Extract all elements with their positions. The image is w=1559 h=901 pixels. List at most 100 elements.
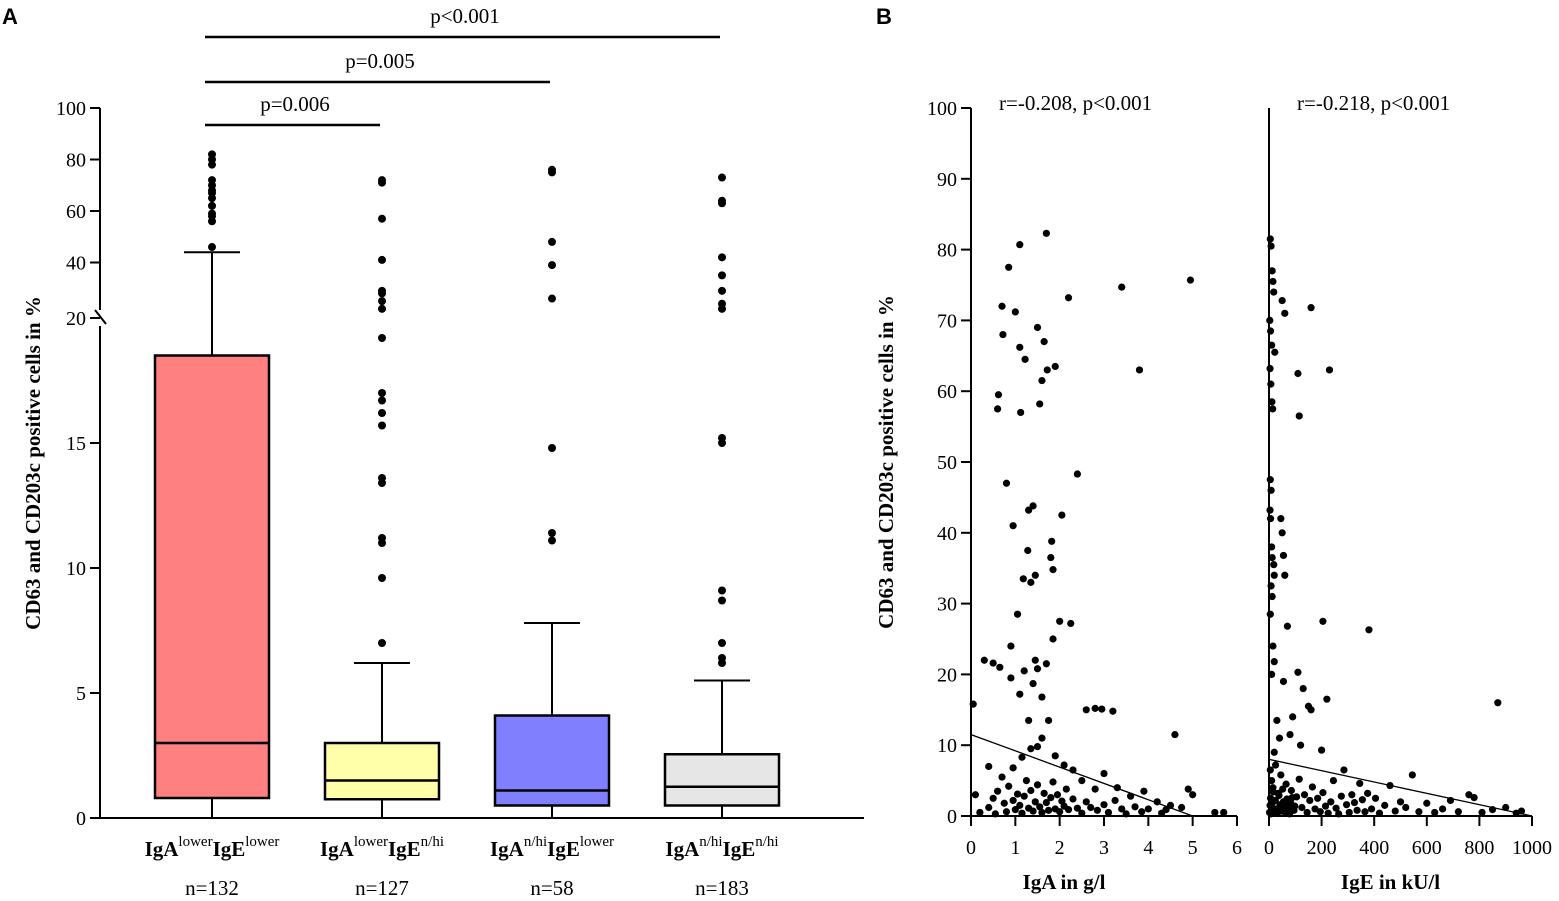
data-point <box>1069 795 1077 803</box>
data-point <box>1073 804 1081 812</box>
data-point <box>1033 665 1042 673</box>
data-point <box>980 656 988 664</box>
data-point <box>1494 699 1502 707</box>
scatter-subplot-iga: 0 1 2 3 4 5 6 IgA in g/l r=-0.208, p<0.001 <box>966 91 1242 894</box>
panel-b-y-tick-label: 40 <box>937 523 957 545</box>
data-point <box>1078 809 1086 817</box>
data-point <box>1013 610 1022 618</box>
data-point <box>1291 802 1299 810</box>
data-point <box>1270 748 1278 756</box>
group-label-part: n/hi <box>755 834 778 850</box>
data-point <box>1281 571 1289 579</box>
data-point <box>1287 786 1295 795</box>
data-point <box>1311 805 1319 813</box>
data-point <box>1017 408 1025 417</box>
data-point <box>1027 786 1035 795</box>
data-point <box>1438 805 1447 813</box>
data-point <box>1082 706 1090 714</box>
data-point <box>1186 276 1195 284</box>
data-point <box>1337 792 1345 800</box>
data-point <box>1470 793 1478 802</box>
data-point <box>1270 561 1278 569</box>
data-point <box>1013 790 1022 798</box>
group-label-g4: IgAn/hiIgEn/hi <box>665 834 778 861</box>
data-point <box>1266 235 1274 243</box>
data-point <box>1303 808 1311 817</box>
data-point <box>1279 785 1287 793</box>
outlier-point <box>548 165 556 174</box>
data-point <box>1306 796 1314 805</box>
data-point <box>1270 571 1278 579</box>
data-point <box>1327 798 1335 806</box>
data-point <box>1018 809 1026 817</box>
outlier-point <box>208 209 216 218</box>
data-point <box>1047 793 1055 802</box>
data-point <box>985 803 993 812</box>
panel-b-y-tick-label: 70 <box>937 310 957 332</box>
data-point <box>1040 338 1048 346</box>
data-point <box>1042 660 1050 668</box>
group-label-part: IgE <box>547 837 580 861</box>
data-point <box>1016 690 1024 698</box>
data-point <box>1144 805 1152 813</box>
data-point <box>1220 808 1228 817</box>
data-point <box>1053 791 1062 799</box>
group-label-g1: IgAlowerIgElower <box>145 834 280 861</box>
data-point <box>1278 529 1286 537</box>
outlier-point <box>378 176 386 185</box>
outlier-point <box>378 304 386 313</box>
data-point <box>998 302 1006 310</box>
outlier-point <box>718 586 726 595</box>
data-point <box>1270 288 1278 296</box>
data-point <box>1078 777 1086 785</box>
data-point <box>991 810 999 818</box>
group-label-g3: IgAn/hiIgElower <box>490 834 614 861</box>
panel-a-y-tick-label: 10 <box>66 558 86 580</box>
data-point <box>1100 769 1108 778</box>
data-point <box>1269 277 1277 286</box>
data-point <box>1051 362 1059 371</box>
outlier-point <box>378 474 386 482</box>
outlier-point <box>208 243 216 252</box>
data-point <box>1269 788 1277 796</box>
data-point <box>1367 805 1376 813</box>
outlier-point <box>718 299 726 308</box>
data-point <box>1348 791 1356 799</box>
data-point <box>1268 267 1276 275</box>
data-point <box>971 791 980 799</box>
outlier-point <box>718 434 726 442</box>
data-point <box>1031 571 1039 579</box>
data-point <box>1268 543 1276 551</box>
outlier-point <box>378 214 386 223</box>
data-point <box>1266 515 1275 523</box>
outlier-point <box>548 237 556 246</box>
data-point <box>1033 743 1042 751</box>
outlier-point <box>378 297 386 306</box>
box-group-g4: IgAn/hiIgEn/hin=183 <box>663 173 781 900</box>
data-point <box>1020 667 1028 675</box>
data-point <box>1278 296 1286 305</box>
group-label-part: IgA <box>665 837 700 861</box>
correlation-annotation: r=-0.218, p<0.001 <box>1297 91 1450 115</box>
panel-a-y-tick-label: 100 <box>56 98 86 120</box>
panel-b-y-tick-label: 30 <box>937 594 957 616</box>
data-point <box>1294 668 1302 676</box>
data-point <box>1109 707 1117 715</box>
group-label-part: lower <box>354 834 388 850</box>
data-point <box>1279 677 1288 686</box>
data-point <box>976 808 984 817</box>
outlier-point <box>718 286 726 295</box>
panel-a-axis-break-mark <box>94 309 107 325</box>
group-n-label: n=58 <box>530 876 573 900</box>
data-point <box>1266 364 1274 373</box>
significance-p-value: p=0.006 <box>260 92 330 116</box>
data-point <box>1009 522 1017 530</box>
data-point <box>1307 706 1315 714</box>
data-point <box>1002 808 1011 816</box>
outlier-point <box>718 173 726 182</box>
significance-p-value: p<0.001 <box>430 4 500 28</box>
data-point <box>1104 808 1113 817</box>
outlier-point <box>718 654 726 662</box>
panel-a-label: A <box>2 4 18 29</box>
